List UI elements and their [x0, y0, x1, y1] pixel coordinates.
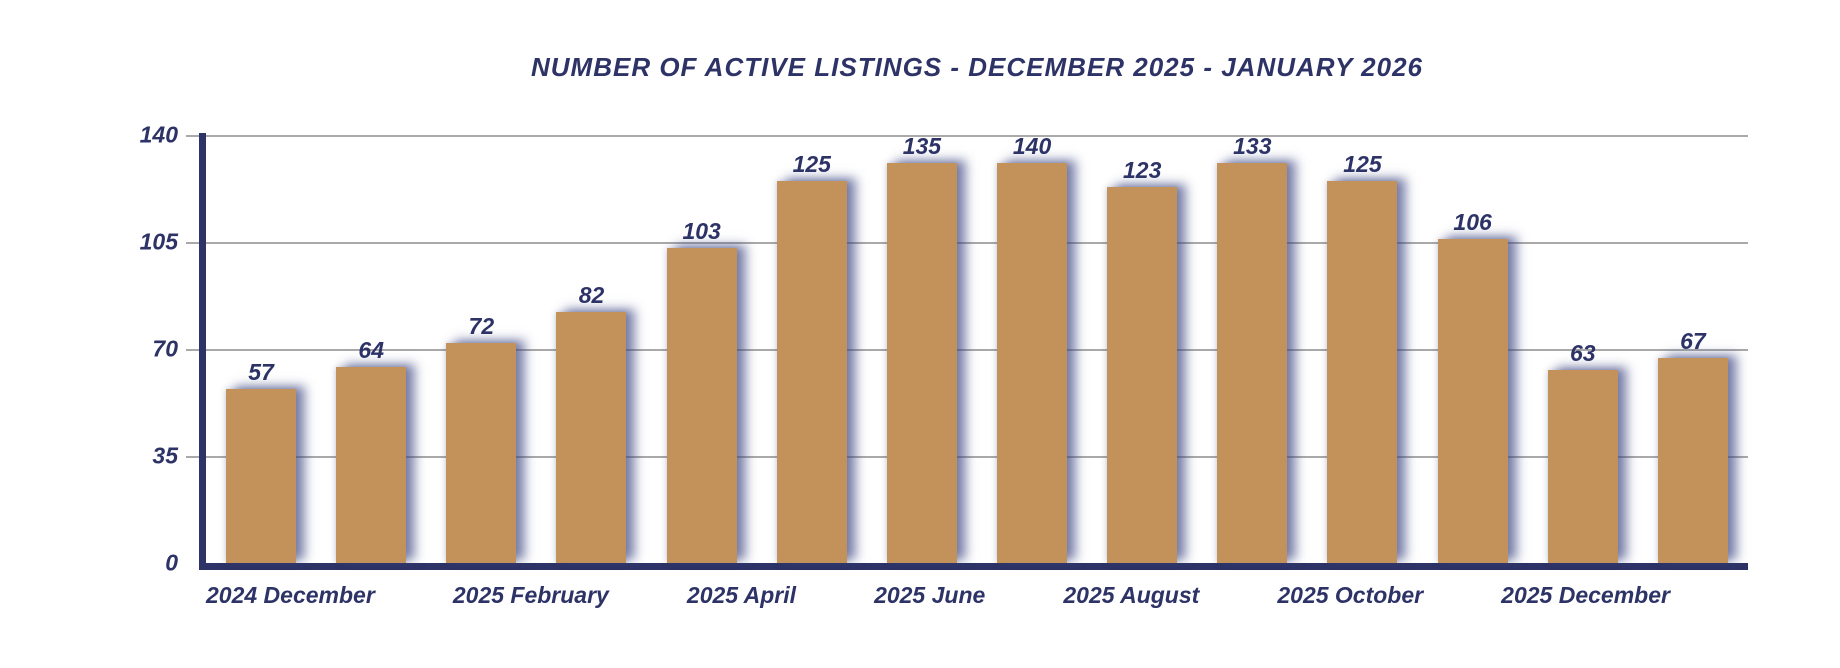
x-label-cell	[1423, 582, 1501, 610]
y-tick-label: 0	[165, 549, 178, 576]
bar-value-label: 67	[1680, 328, 1706, 355]
x-axis-labels: 2024 December 2025 February 2025 April 2025…	[206, 582, 1748, 610]
x-tick-label: 2024 December	[206, 582, 375, 608]
x-label-cell	[1670, 582, 1748, 610]
bar	[1107, 186, 1178, 563]
bar-value-label: 140	[1012, 133, 1052, 159]
bar-value-label: 64	[358, 337, 384, 364]
x-label-cell: 2025 August	[1063, 582, 1199, 610]
bar-value-label: 72	[468, 312, 495, 339]
x-label-cell	[375, 582, 453, 610]
bar-column: 63	[1528, 135, 1638, 563]
bar	[556, 312, 627, 563]
y-tick-mark	[186, 242, 199, 244]
bar-value-label: 103	[682, 218, 721, 245]
x-tick-label: 2025 October	[1277, 582, 1424, 608]
bar-column: 57	[206, 135, 316, 563]
bar	[1437, 238, 1508, 563]
x-axis	[199, 563, 1748, 570]
x-label-cell	[1199, 582, 1277, 610]
bar	[226, 388, 297, 563]
bar-column: 123	[1087, 135, 1197, 563]
bar-column: 125	[1307, 135, 1417, 563]
chart-title: NUMBER OF ACTIVE LISTINGS - DECEMBER 202…	[530, 52, 1424, 82]
bar	[336, 367, 407, 563]
bar-column: 106	[1418, 135, 1528, 563]
bar-value-label: 106	[1453, 208, 1492, 235]
plot-area: 57 64 72 82 103 125 135 140 123 133 125 106 63 67 0 35…	[140, 123, 1748, 574]
bar-value-label: 82	[578, 282, 605, 309]
bar-column: 64	[316, 135, 426, 563]
gridline	[206, 135, 1748, 137]
bar-column: 67	[1638, 135, 1748, 563]
x-label-cell: 2025 February	[453, 582, 609, 610]
x-label-cell	[985, 582, 1063, 610]
gridline	[206, 349, 1748, 351]
y-axis	[199, 133, 206, 570]
gridline	[206, 242, 1748, 244]
x-tick-label: 2025 February	[452, 582, 609, 608]
bar	[1547, 370, 1618, 563]
y-tick-mark	[186, 349, 199, 351]
bar	[886, 163, 957, 563]
bar-column: 135	[867, 135, 977, 563]
bar	[776, 180, 847, 563]
bar	[997, 163, 1068, 563]
y-tick-label: 35	[152, 442, 178, 469]
bar-value-label: 123	[1123, 156, 1162, 183]
bar	[666, 248, 737, 563]
x-label-cell	[796, 582, 874, 610]
bar-column: 103	[647, 135, 757, 563]
bar-column: 140	[977, 135, 1087, 563]
x-label-cell: 2025 December	[1501, 582, 1670, 610]
y-tick-label: 105	[139, 228, 178, 255]
bar-value-label: 125	[792, 150, 831, 177]
x-label-cell: 2025 April	[687, 582, 796, 610]
bar	[1657, 358, 1728, 563]
bar-column: 72	[426, 135, 536, 563]
bar-value-label: 135	[902, 133, 942, 159]
gridline	[206, 456, 1748, 458]
bar-column: 82	[536, 135, 646, 563]
x-tick-label: 2025 August	[1063, 582, 1200, 608]
y-tick-mark	[186, 456, 199, 458]
x-tick-label: 2025 June	[874, 582, 986, 608]
bars-container: 57 64 72 82 103 125 135 140 123 133 125 106 63 67	[206, 135, 1748, 563]
bar-value-label: 125	[1343, 150, 1382, 177]
x-label-cell: 2025 October	[1277, 582, 1423, 610]
bar-value-label: 133	[1233, 133, 1272, 159]
bar	[1217, 163, 1288, 563]
bar-value-label: 63	[1569, 340, 1596, 367]
y-tick-label: 70	[152, 335, 178, 362]
bar-column: 125	[757, 135, 867, 563]
y-tick-mark	[186, 135, 199, 137]
bar-value-label: 57	[248, 358, 274, 385]
x-tick-label: 2025 April	[686, 582, 796, 608]
x-tick-label: 2025 December	[1501, 582, 1670, 608]
bar	[446, 342, 517, 563]
x-label-cell	[609, 582, 687, 610]
y-tick-label: 140	[139, 121, 178, 148]
bar-column: 133	[1197, 135, 1307, 563]
bar	[1327, 180, 1398, 563]
x-label-cell: 2024 December	[206, 582, 375, 610]
x-label-cell: 2025 June	[874, 582, 985, 610]
